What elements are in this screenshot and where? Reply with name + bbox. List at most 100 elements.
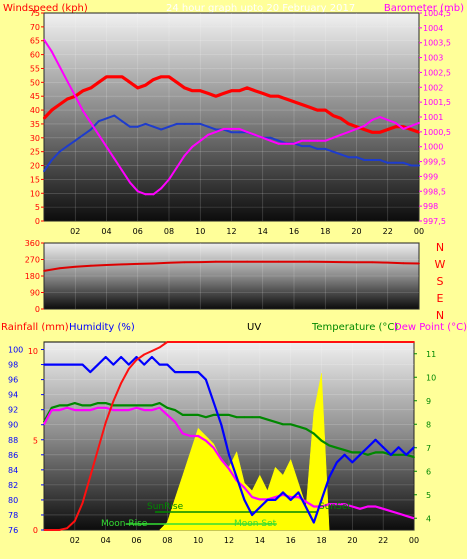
- humidity-point: [220, 423, 223, 426]
- wind-direction-point: [418, 262, 420, 265]
- wind-direction-point: [43, 270, 45, 272]
- windspeed-tick: 25: [30, 148, 40, 157]
- gust-point: [97, 81, 100, 84]
- average-point: [332, 150, 335, 153]
- gust-point: [386, 128, 389, 131]
- average-point: [269, 136, 272, 139]
- gust-point: [144, 84, 147, 87]
- dewpoint-point: [228, 468, 230, 470]
- rainfall-point: [104, 421, 107, 424]
- windspeed-tick: 20: [30, 162, 40, 171]
- humidity-point: [127, 363, 130, 366]
- temperature-tick: 9: [426, 397, 431, 406]
- wind-direction-point: [136, 263, 139, 265]
- barometer-point: [238, 127, 241, 130]
- compass-label: N: [436, 309, 444, 322]
- barometer-point: [66, 80, 69, 83]
- barometer-point: [246, 130, 249, 133]
- barometer-point: [97, 133, 100, 136]
- gust-point: [324, 109, 327, 112]
- temperature-point: [66, 404, 68, 407]
- average-point: [136, 125, 139, 128]
- average-point: [74, 139, 77, 142]
- gust-point: [402, 125, 405, 128]
- gust-point: [168, 75, 170, 78]
- barometer-tick: 998,5: [423, 187, 446, 196]
- rainfall-point: [289, 341, 292, 343]
- temperature-point: [189, 414, 192, 416]
- moonset-annotation: Moon Set: [234, 519, 277, 529]
- dewpoint-point: [50, 409, 53, 411]
- temperature-point: [197, 414, 200, 416]
- average-point: [50, 159, 53, 161]
- uv-axis-label: UV: [247, 322, 261, 333]
- gust-point: [50, 109, 53, 112]
- barometer-y-tick-labels: 997,5 998 998,5 999 999,5 1000 1000,5 1001 1001,…: [419, 9, 451, 226]
- wind-direction-point: [90, 264, 92, 267]
- humidity-point: [397, 446, 400, 449]
- humidity-point: [212, 401, 215, 404]
- wind-direction-point: [355, 261, 358, 264]
- dewpoint-point: [382, 507, 385, 510]
- climate-x-tick: 20: [347, 536, 357, 545]
- direction-tick: 90: [30, 289, 40, 298]
- temperature-point: [212, 414, 215, 416]
- humidity-point: [251, 514, 254, 516]
- gust-point: [183, 86, 186, 89]
- climate-x-tick: 18: [316, 536, 326, 545]
- average-point: [347, 156, 350, 159]
- average-point: [191, 122, 194, 125]
- gust-point: [339, 117, 342, 120]
- humidity-point: [305, 506, 307, 509]
- direction-plot-area: [43, 242, 420, 310]
- temperature-tick: 10: [426, 373, 436, 382]
- temperature-point: [289, 423, 292, 426]
- gust-point: [152, 78, 155, 81]
- humidity-point: [135, 356, 138, 358]
- gust-point: [378, 131, 381, 134]
- barometer-point: [50, 50, 53, 53]
- humidity-point: [320, 499, 323, 501]
- windspeed-tick: 0: [35, 217, 40, 226]
- gust-point: [269, 95, 272, 98]
- average-point: [105, 117, 108, 120]
- rainfall-point: [228, 341, 230, 343]
- humidity-point: [336, 461, 338, 464]
- dewpoint-point: [97, 406, 99, 409]
- rainfall-point: [166, 341, 169, 343]
- barometer-point: [261, 136, 264, 139]
- temperature-point: [127, 404, 130, 407]
- gust-point: [371, 131, 374, 134]
- barometer-point: [207, 133, 210, 136]
- rainfall-point: [97, 448, 99, 451]
- wind-direction-point: [246, 260, 249, 263]
- temperature-axis-label: Temperature (°C): [311, 322, 398, 333]
- dewpoint-point: [374, 505, 377, 508]
- rainfall-point: [112, 400, 115, 402]
- barometer-point: [168, 178, 170, 181]
- gust-point: [191, 89, 194, 92]
- average-point: [300, 145, 303, 148]
- wind-x-tick: 20: [351, 227, 361, 236]
- dewpoint-point: [390, 510, 392, 513]
- dewpoint-point: [405, 515, 408, 517]
- climate-x-tick: 10: [193, 536, 203, 545]
- temperature-tick: 7: [426, 444, 431, 453]
- temperature-point: [220, 414, 223, 416]
- temperature-point: [351, 451, 354, 454]
- humidity-point: [143, 363, 146, 366]
- dewpoint-point: [112, 409, 115, 411]
- rainfall-tick: 0: [33, 526, 38, 535]
- humidity-point: [228, 453, 230, 456]
- wind-x-tick: 02: [70, 227, 80, 236]
- rainfall-point: [120, 382, 122, 385]
- dewpoint-point: [251, 496, 254, 498]
- windspeed-tick: 40: [30, 106, 40, 115]
- temperature-point: [205, 416, 207, 419]
- rainfall-point: [73, 520, 76, 522]
- dewpoint-point: [158, 406, 161, 409]
- humidity-point: [158, 363, 161, 366]
- wind-x-tick: 06: [133, 227, 143, 236]
